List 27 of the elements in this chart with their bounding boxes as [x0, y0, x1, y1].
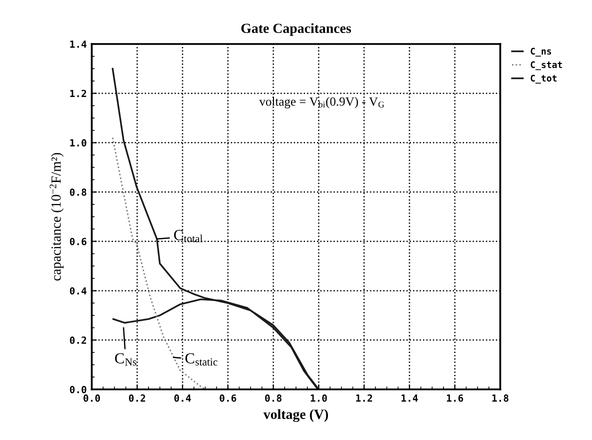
x-tick-label: 1.8 — [492, 394, 508, 402]
annotation: C$_{static}$ — [185, 353, 218, 366]
y-axis-title: capacitance (10$^{−2}$F/m²) — [50, 152, 64, 281]
chart-title: Gate Capacitances — [241, 23, 352, 36]
x-tick-label: 0.8 — [265, 394, 282, 402]
y-tick-label: 0.4 — [70, 287, 86, 295]
x-tick-label: 1.4 — [402, 394, 418, 402]
x-axis-title: voltage (V) — [263, 409, 328, 422]
x-tick-label: 0.0 — [84, 394, 100, 402]
legend-label: C_ns — [530, 48, 552, 57]
x-tick-label: 1.0 — [310, 394, 327, 402]
y-tick-label: 0.0 — [70, 386, 86, 394]
x-tick-label: 0.6 — [220, 394, 236, 402]
y-tick-label: 0.6 — [70, 238, 86, 246]
legend-label: C_stat — [530, 61, 562, 70]
y-tick-label: 1.4 — [70, 40, 86, 48]
y-tick-label: 1.0 — [70, 139, 86, 147]
y-tick-label: 0.8 — [70, 188, 86, 196]
y-tick-label: 1.2 — [70, 90, 86, 98]
annotation: voltage = V$_{bi}$(0.9V) - V$_{G}$ — [259, 96, 384, 108]
x-tick-label: 0.4 — [174, 394, 191, 402]
annotation: C$_{Ns}$ — [115, 353, 136, 366]
x-tick-label: 1.2 — [356, 394, 372, 402]
legend-label: C_tot — [530, 74, 557, 84]
x-tick-label: 0.2 — [128, 394, 146, 402]
x-tick-label: 1.6 — [446, 394, 464, 402]
y-tick-label: 0.2 — [70, 336, 86, 344]
